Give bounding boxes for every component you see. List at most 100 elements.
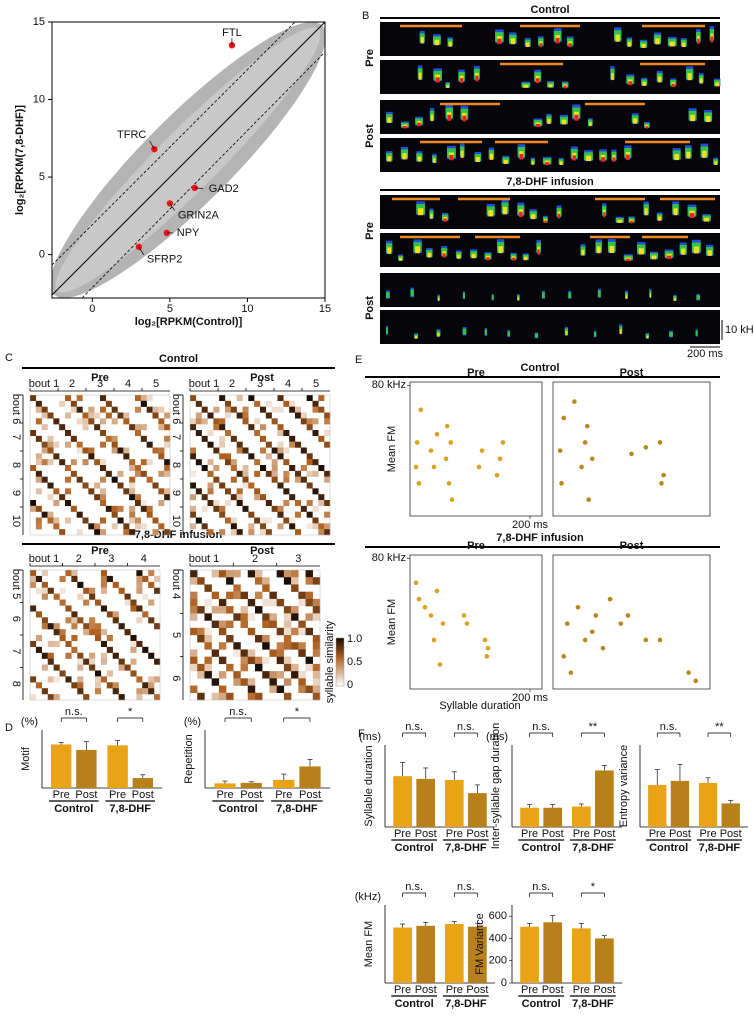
similarity-cell: [89, 664, 96, 671]
similarity-cell: [35, 418, 42, 425]
similarity-cell: [47, 623, 54, 630]
similarity-cell: [312, 517, 319, 524]
similarity-cell: [41, 664, 48, 671]
similarity-cell: [260, 406, 267, 413]
similarity-cell: [47, 412, 54, 419]
similarity-cell: [111, 511, 118, 518]
similarity-cell: [100, 640, 108, 648]
similarity-cell: [289, 517, 296, 524]
significance-label: **: [715, 721, 724, 733]
similarity-cell: [136, 587, 143, 594]
similarity-cell: [140, 459, 147, 466]
similarity-cell: [152, 517, 159, 524]
error-bar: [527, 922, 533, 927]
category-label: Post: [415, 984, 437, 996]
similarity-cell: [230, 465, 237, 472]
syllable: [697, 38, 700, 44]
similarity-cell: [70, 406, 77, 413]
similarity-cell: [265, 412, 272, 419]
similarity-cell: [100, 676, 108, 683]
clip-mask: [52, 0, 325, 22]
similarity-cell: [111, 476, 118, 483]
similarity-cell: [100, 575, 108, 583]
similarity-cell: [225, 459, 232, 466]
syllable: [418, 208, 424, 216]
similarity-cell: [30, 395, 37, 402]
similarity-cell: [295, 470, 302, 477]
group-label: Control: [522, 842, 561, 854]
similarity-cell: [83, 658, 90, 665]
bout-label: bout 1: [189, 553, 220, 565]
category-label: Post: [240, 789, 262, 801]
similarity-cell: [41, 406, 48, 413]
similarity-cell: [260, 465, 267, 472]
syllable: [686, 151, 691, 159]
syllable: [488, 210, 494, 217]
similarity-cell: [77, 658, 84, 665]
similarity-cell: [190, 395, 197, 402]
similarity-cell: [71, 617, 78, 624]
syllable: [418, 72, 422, 80]
similarity-cell: [207, 430, 214, 437]
similarity-cell: [100, 494, 107, 501]
similarity-cell: [312, 505, 319, 512]
similarity-cell: [298, 591, 306, 600]
similarity-cell: [312, 606, 321, 614]
similarity-cell: [94, 459, 101, 466]
similarity-cell: [298, 642, 306, 650]
similarity-cell: [277, 511, 284, 518]
similarity-cell: [236, 412, 243, 419]
similarity-cell: [129, 529, 136, 536]
bout-label: bout 1: [29, 378, 60, 390]
y-axis-label: Syllable duration: [363, 745, 375, 826]
gene-label: GRIN2A: [178, 209, 220, 221]
similarity-cell: [204, 663, 212, 672]
similarity-cell: [213, 465, 220, 472]
syllable: [628, 81, 633, 86]
similarity-cell: [71, 611, 78, 618]
similarity-cell: [76, 406, 83, 413]
similarity-cell: [71, 575, 78, 583]
similarity-cell: [111, 406, 118, 413]
similarity-cell: [106, 682, 113, 689]
similarity-cell: [318, 529, 325, 536]
similarity-cell: [295, 441, 302, 448]
data-point: [625, 613, 631, 618]
bar: [698, 782, 718, 827]
group-label: 7,8-DHF: [572, 842, 614, 854]
data-point: [446, 481, 452, 486]
similarity-cell: [100, 587, 108, 594]
bout-label: 8: [170, 462, 182, 468]
similarity-cell: [265, 453, 272, 460]
similarity-cell: [123, 523, 130, 530]
syllable: [617, 219, 623, 223]
similarity-cell: [247, 613, 256, 621]
error-bar: [474, 922, 480, 927]
similarity-cell: [277, 482, 284, 489]
data-point: [494, 472, 500, 478]
plot-title: Post: [620, 540, 644, 552]
similarity-cell: [35, 517, 42, 524]
y-axis-label: Mean FM: [386, 426, 398, 472]
similarity-cell: [154, 575, 161, 583]
syllable: [585, 155, 592, 162]
data-point: [575, 604, 581, 610]
similarity-cell: [247, 598, 256, 607]
syllable: [681, 248, 686, 255]
similarity-cell: [148, 682, 155, 689]
similarity-cell: [283, 500, 290, 507]
similarity-cell: [277, 523, 284, 530]
similarity-cell: [247, 570, 256, 578]
syllable: [535, 78, 540, 84]
similarity-cell: [262, 598, 270, 607]
condition-label: Post: [364, 124, 376, 148]
similarity-cell: [318, 500, 325, 507]
error-bar: [451, 771, 457, 780]
syllable: [462, 292, 465, 299]
similarity-cell: [35, 505, 42, 512]
x-tick-label: 10: [241, 303, 253, 315]
condition-title: Post: [250, 545, 274, 557]
bout-label: bout 6: [170, 394, 182, 425]
similarity-cell: [305, 598, 313, 607]
similarity-cell: [233, 642, 241, 650]
